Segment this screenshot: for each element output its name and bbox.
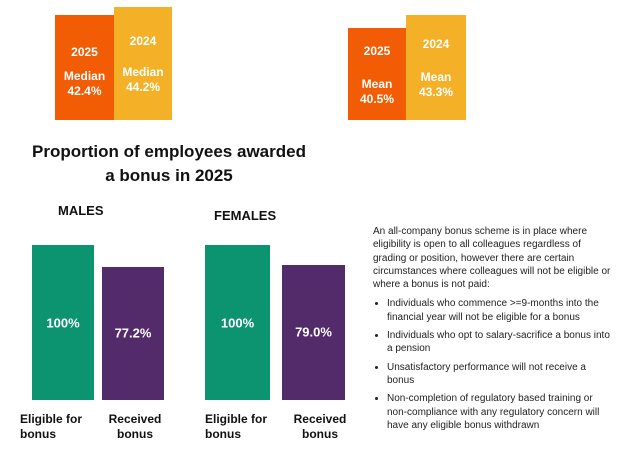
info-bullet: Unsatisfactory performance will not rece…: [387, 361, 613, 388]
group-label-females: FEMALES: [214, 208, 277, 223]
group-label-males: MALES: [58, 203, 104, 218]
year-label: 2024: [129, 34, 157, 48]
metric-label: Mean: [420, 70, 452, 84]
info-bullet: Individuals who commence >=9-months into…: [387, 297, 613, 324]
bar-males-received: 77.2%: [102, 266, 164, 400]
bar-females-eligible: 100%: [205, 245, 270, 400]
bar-value-label: 79.0%: [295, 324, 332, 340]
metric-label: Mean: [361, 77, 393, 91]
metric-label: Median: [122, 65, 164, 79]
category-label: Received bonus: [108, 412, 162, 441]
median-2024-box: 2024 Median 44.2%: [114, 7, 172, 120]
year-label: 2024: [422, 37, 450, 51]
metric-value: 43.3%: [418, 85, 454, 99]
bar-value-label: 77.2%: [114, 325, 152, 341]
bar-value-label: 100%: [220, 315, 255, 330]
chart-title: Proportion of employees awarded a bonus …: [32, 142, 306, 185]
info-bullet: Individuals who opt to salary-sacrifice …: [387, 329, 613, 356]
median-2025-box: 2025 Median 42.4%: [55, 15, 114, 120]
metric-value: 42.4%: [67, 84, 102, 98]
year-label: 2025: [363, 44, 391, 58]
mean-2024-box: 2024 Mean 43.3%: [406, 15, 466, 120]
info-intro: An all-company bonus scheme is in place …: [373, 226, 611, 291]
metric-value: 44.2%: [125, 80, 161, 94]
metric-value: 40.5%: [359, 92, 395, 106]
category-label: Eligible for bonus: [205, 412, 268, 441]
year-label: 2025: [71, 45, 98, 59]
bonus-scheme-info: An all-company bonus scheme is in place …: [373, 225, 613, 437]
mean-2025-box: 2025 Mean 40.5%: [348, 28, 406, 120]
category-label: Received bonus: [293, 412, 347, 441]
info-bullet: Non-completion of regulatory based train…: [387, 392, 613, 432]
bar-value-label: 100%: [46, 315, 80, 330]
category-label: Eligible for bonus: [20, 412, 83, 441]
info-bullets: Individuals who commence >=9-months into…: [373, 297, 613, 432]
metric-label: Median: [63, 69, 106, 83]
bar-females-received: 79.0%: [282, 264, 345, 400]
bar-males-eligible: 100%: [32, 245, 94, 400]
